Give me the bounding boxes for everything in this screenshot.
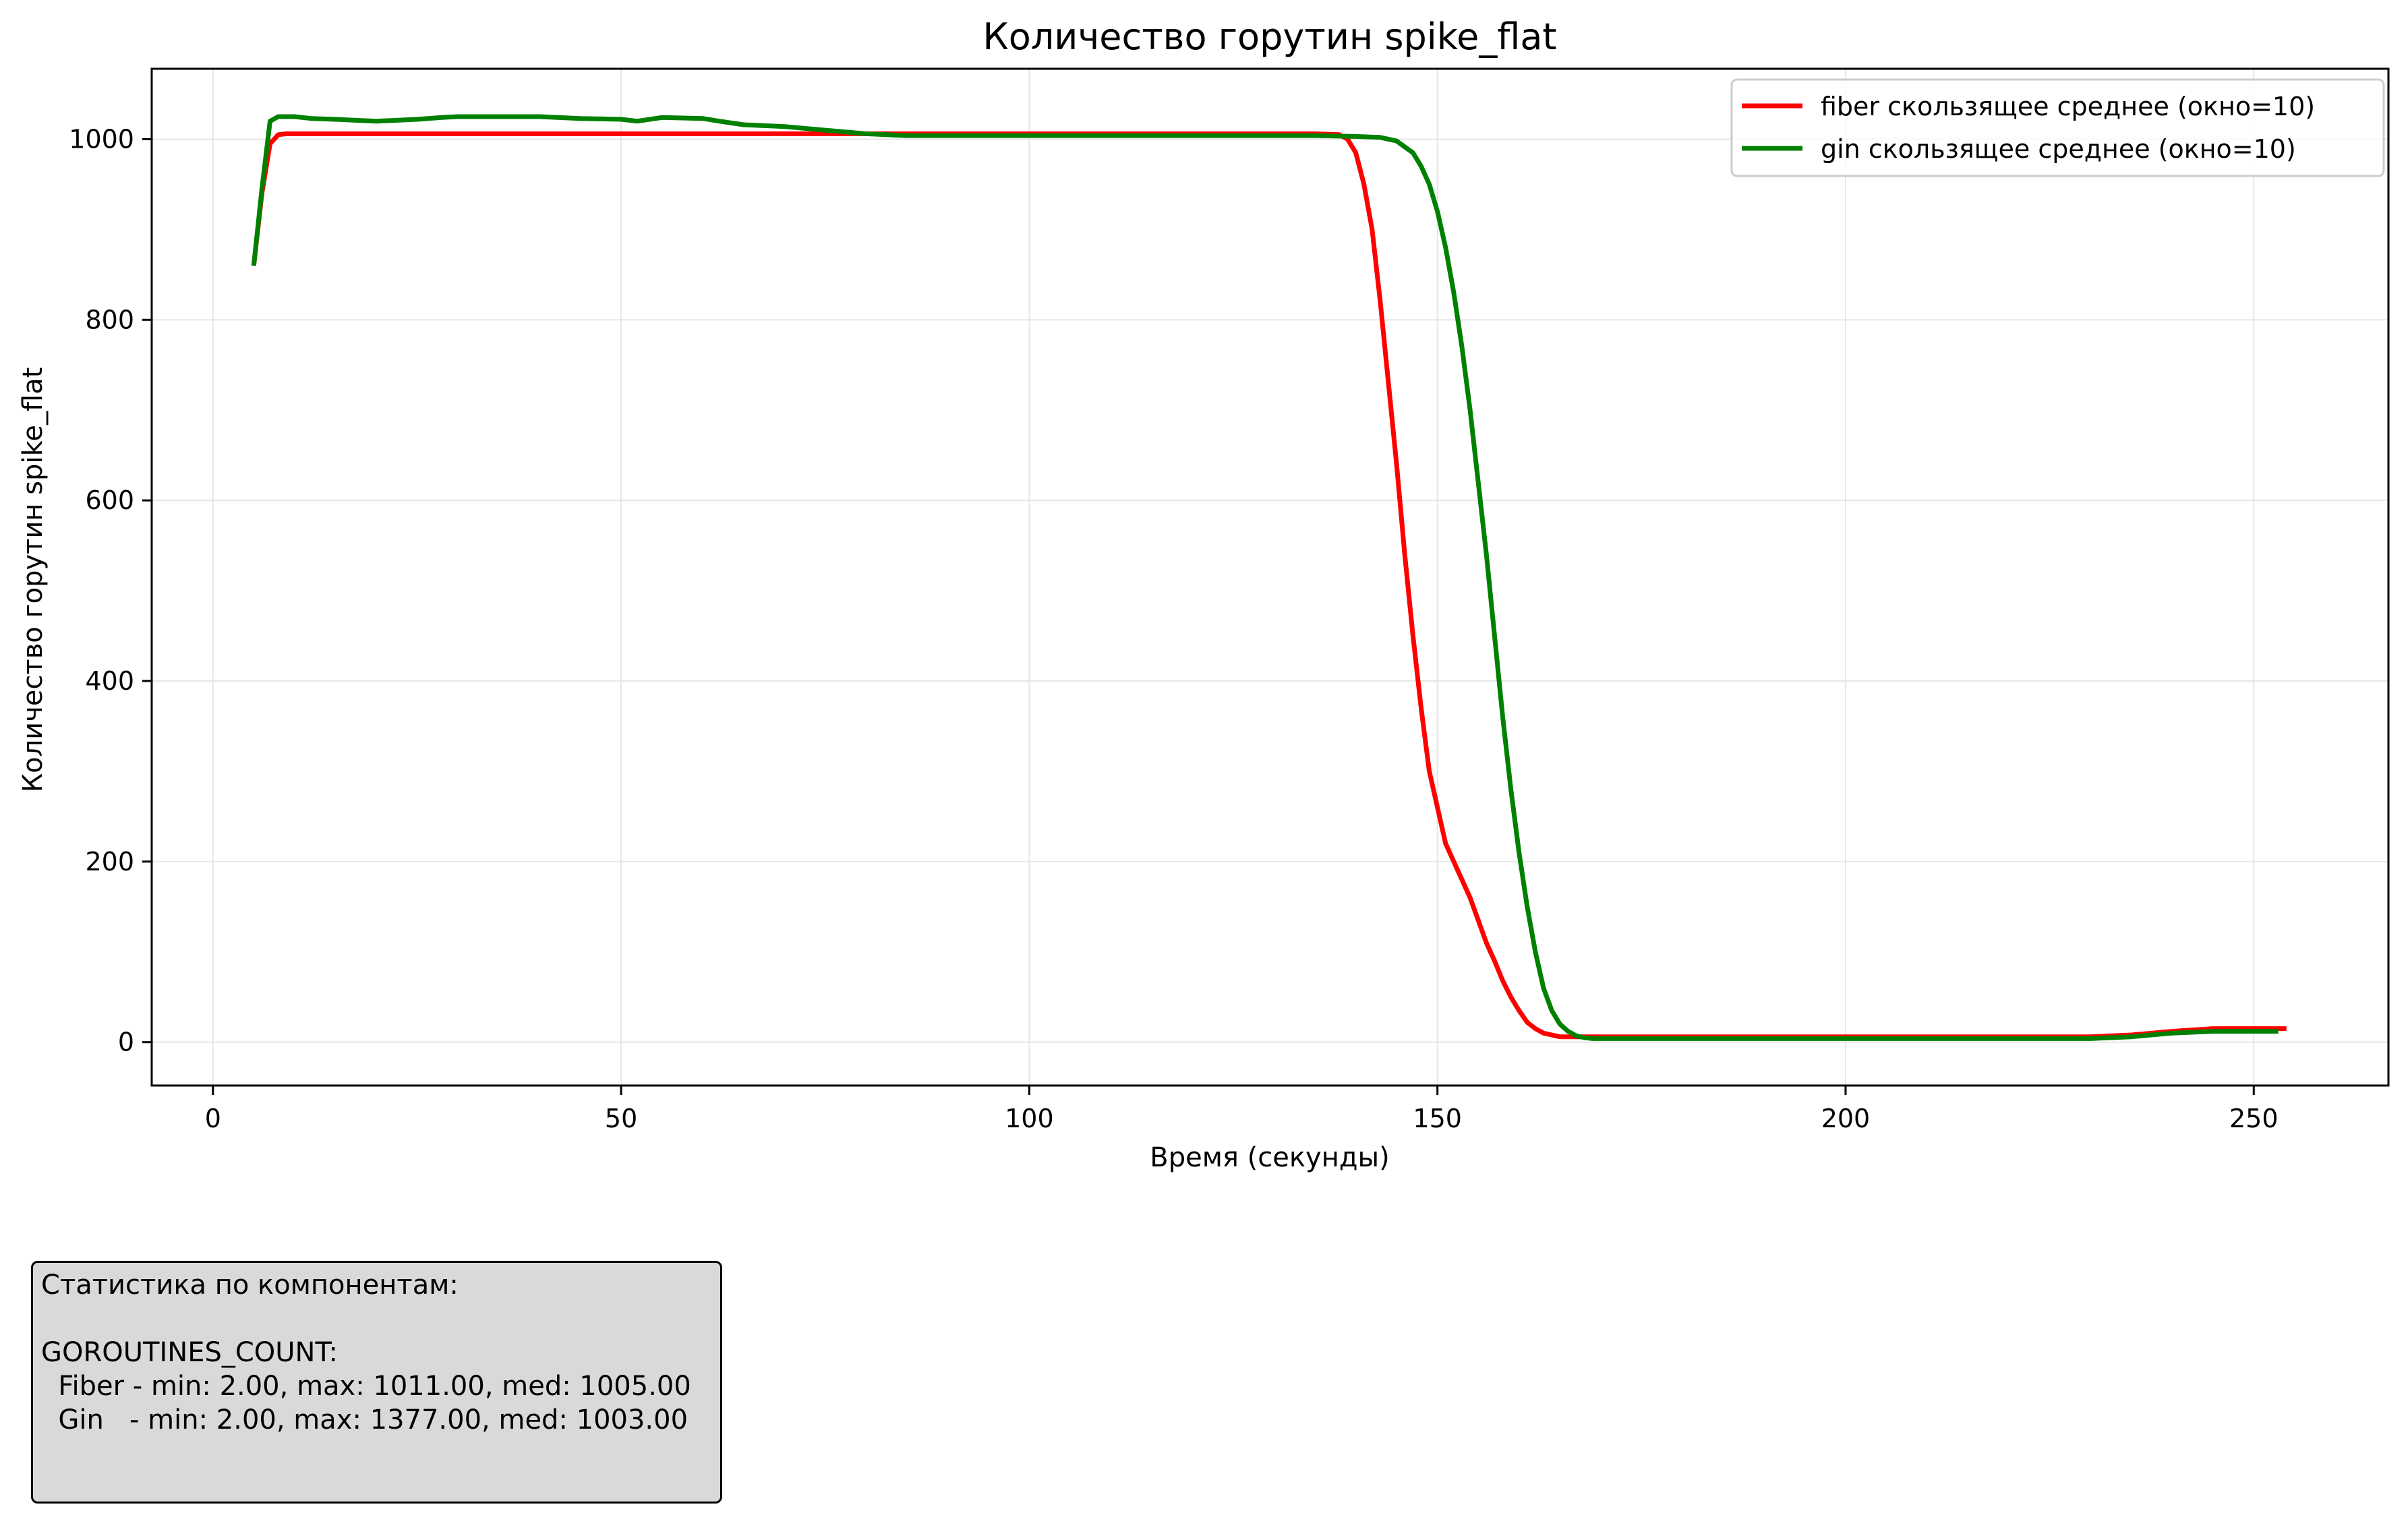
y-tick-label-4: 800 bbox=[85, 305, 134, 334]
stats-line-gin: Gin - min: 2.00, max: 1377.00, med: 1003… bbox=[41, 1404, 688, 1435]
series-line-fiber bbox=[251, 131, 2287, 1040]
y-tick-label-3: 600 bbox=[85, 485, 134, 515]
y-axis-label: Количество горутин spike_flat bbox=[18, 367, 49, 793]
y-tick-label-1: 200 bbox=[85, 847, 134, 877]
x-axis-label: Время (секунды) bbox=[1150, 1142, 1389, 1173]
stats-line-heading: Статистика по компонентам: bbox=[41, 1270, 459, 1301]
x-tick-label-4: 200 bbox=[1821, 1104, 1871, 1133]
x-tick-label-5: 250 bbox=[2229, 1104, 2279, 1133]
plot-frame bbox=[150, 67, 2390, 1087]
legend-label-gin: gin скользящее среднее (окно=10) bbox=[1821, 134, 2296, 164]
series-line-gin bbox=[251, 114, 2279, 1041]
stats-box: Статистика по компонентам: GOROUTINES_CO… bbox=[31, 1261, 722, 1504]
y-tick-label-5: 1000 bbox=[69, 124, 134, 154]
x-tick-label-1: 50 bbox=[605, 1104, 637, 1133]
y-tick-label-0: 0 bbox=[118, 1028, 134, 1057]
stats-line-metric: GOROUTINES_COUNT: bbox=[41, 1337, 338, 1368]
series-layer bbox=[251, 114, 2287, 1041]
grid-lines bbox=[152, 69, 2388, 1086]
legend-frame bbox=[1730, 78, 2385, 177]
legend-label-fiber: fiber скользящее среднее (окно=10) bbox=[1821, 92, 2315, 121]
line-chart: 0 50 100 150 200 250 0 200 400 600 800 1000 Количес… bbox=[18, 16, 2390, 1173]
x-tick-label-2: 100 bbox=[1005, 1104, 1054, 1133]
x-tick-label-0: 0 bbox=[205, 1104, 221, 1133]
chart-title: Количество горутин spike_flat bbox=[982, 16, 1556, 58]
axis-ticks: 0 50 100 150 200 250 0 200 400 600 800 1000 bbox=[69, 124, 2278, 1133]
x-tick-label-3: 150 bbox=[1413, 1104, 1462, 1133]
stats-line-fiber: Fiber - min: 2.00, max: 1011.00, med: 10… bbox=[41, 1371, 691, 1402]
legend: fiber скользящее среднее (окно=10) gin с… bbox=[1730, 78, 2385, 177]
stats-line-blank bbox=[41, 1302, 712, 1336]
y-tick-label-2: 400 bbox=[85, 666, 134, 696]
